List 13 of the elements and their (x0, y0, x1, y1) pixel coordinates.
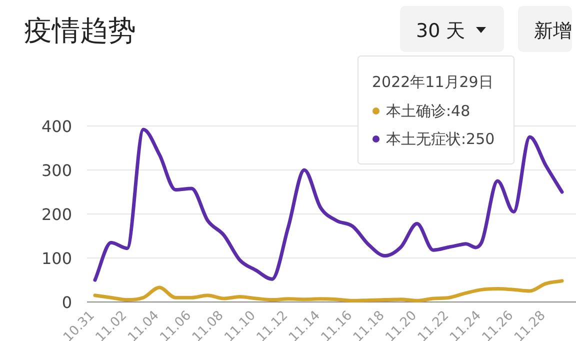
y-tick-label: 0 (62, 293, 72, 312)
annotation: 本土无症状:250 (386, 130, 495, 148)
y-tick-label: 300 (41, 161, 72, 180)
text: 新增 (534, 20, 572, 42)
y-tick-label: 400 (41, 117, 72, 136)
text: 本土确诊:48 (386, 102, 470, 120)
text: 2022年11月29日 (372, 73, 494, 91)
y-tick-label: 100 (41, 249, 72, 268)
chart-title: 疫情趋势 (24, 14, 136, 47)
text: 30 天 (416, 20, 466, 42)
line-series (93, 279, 564, 302)
line-series (93, 128, 564, 282)
y-tick-label: 200 (41, 205, 72, 224)
